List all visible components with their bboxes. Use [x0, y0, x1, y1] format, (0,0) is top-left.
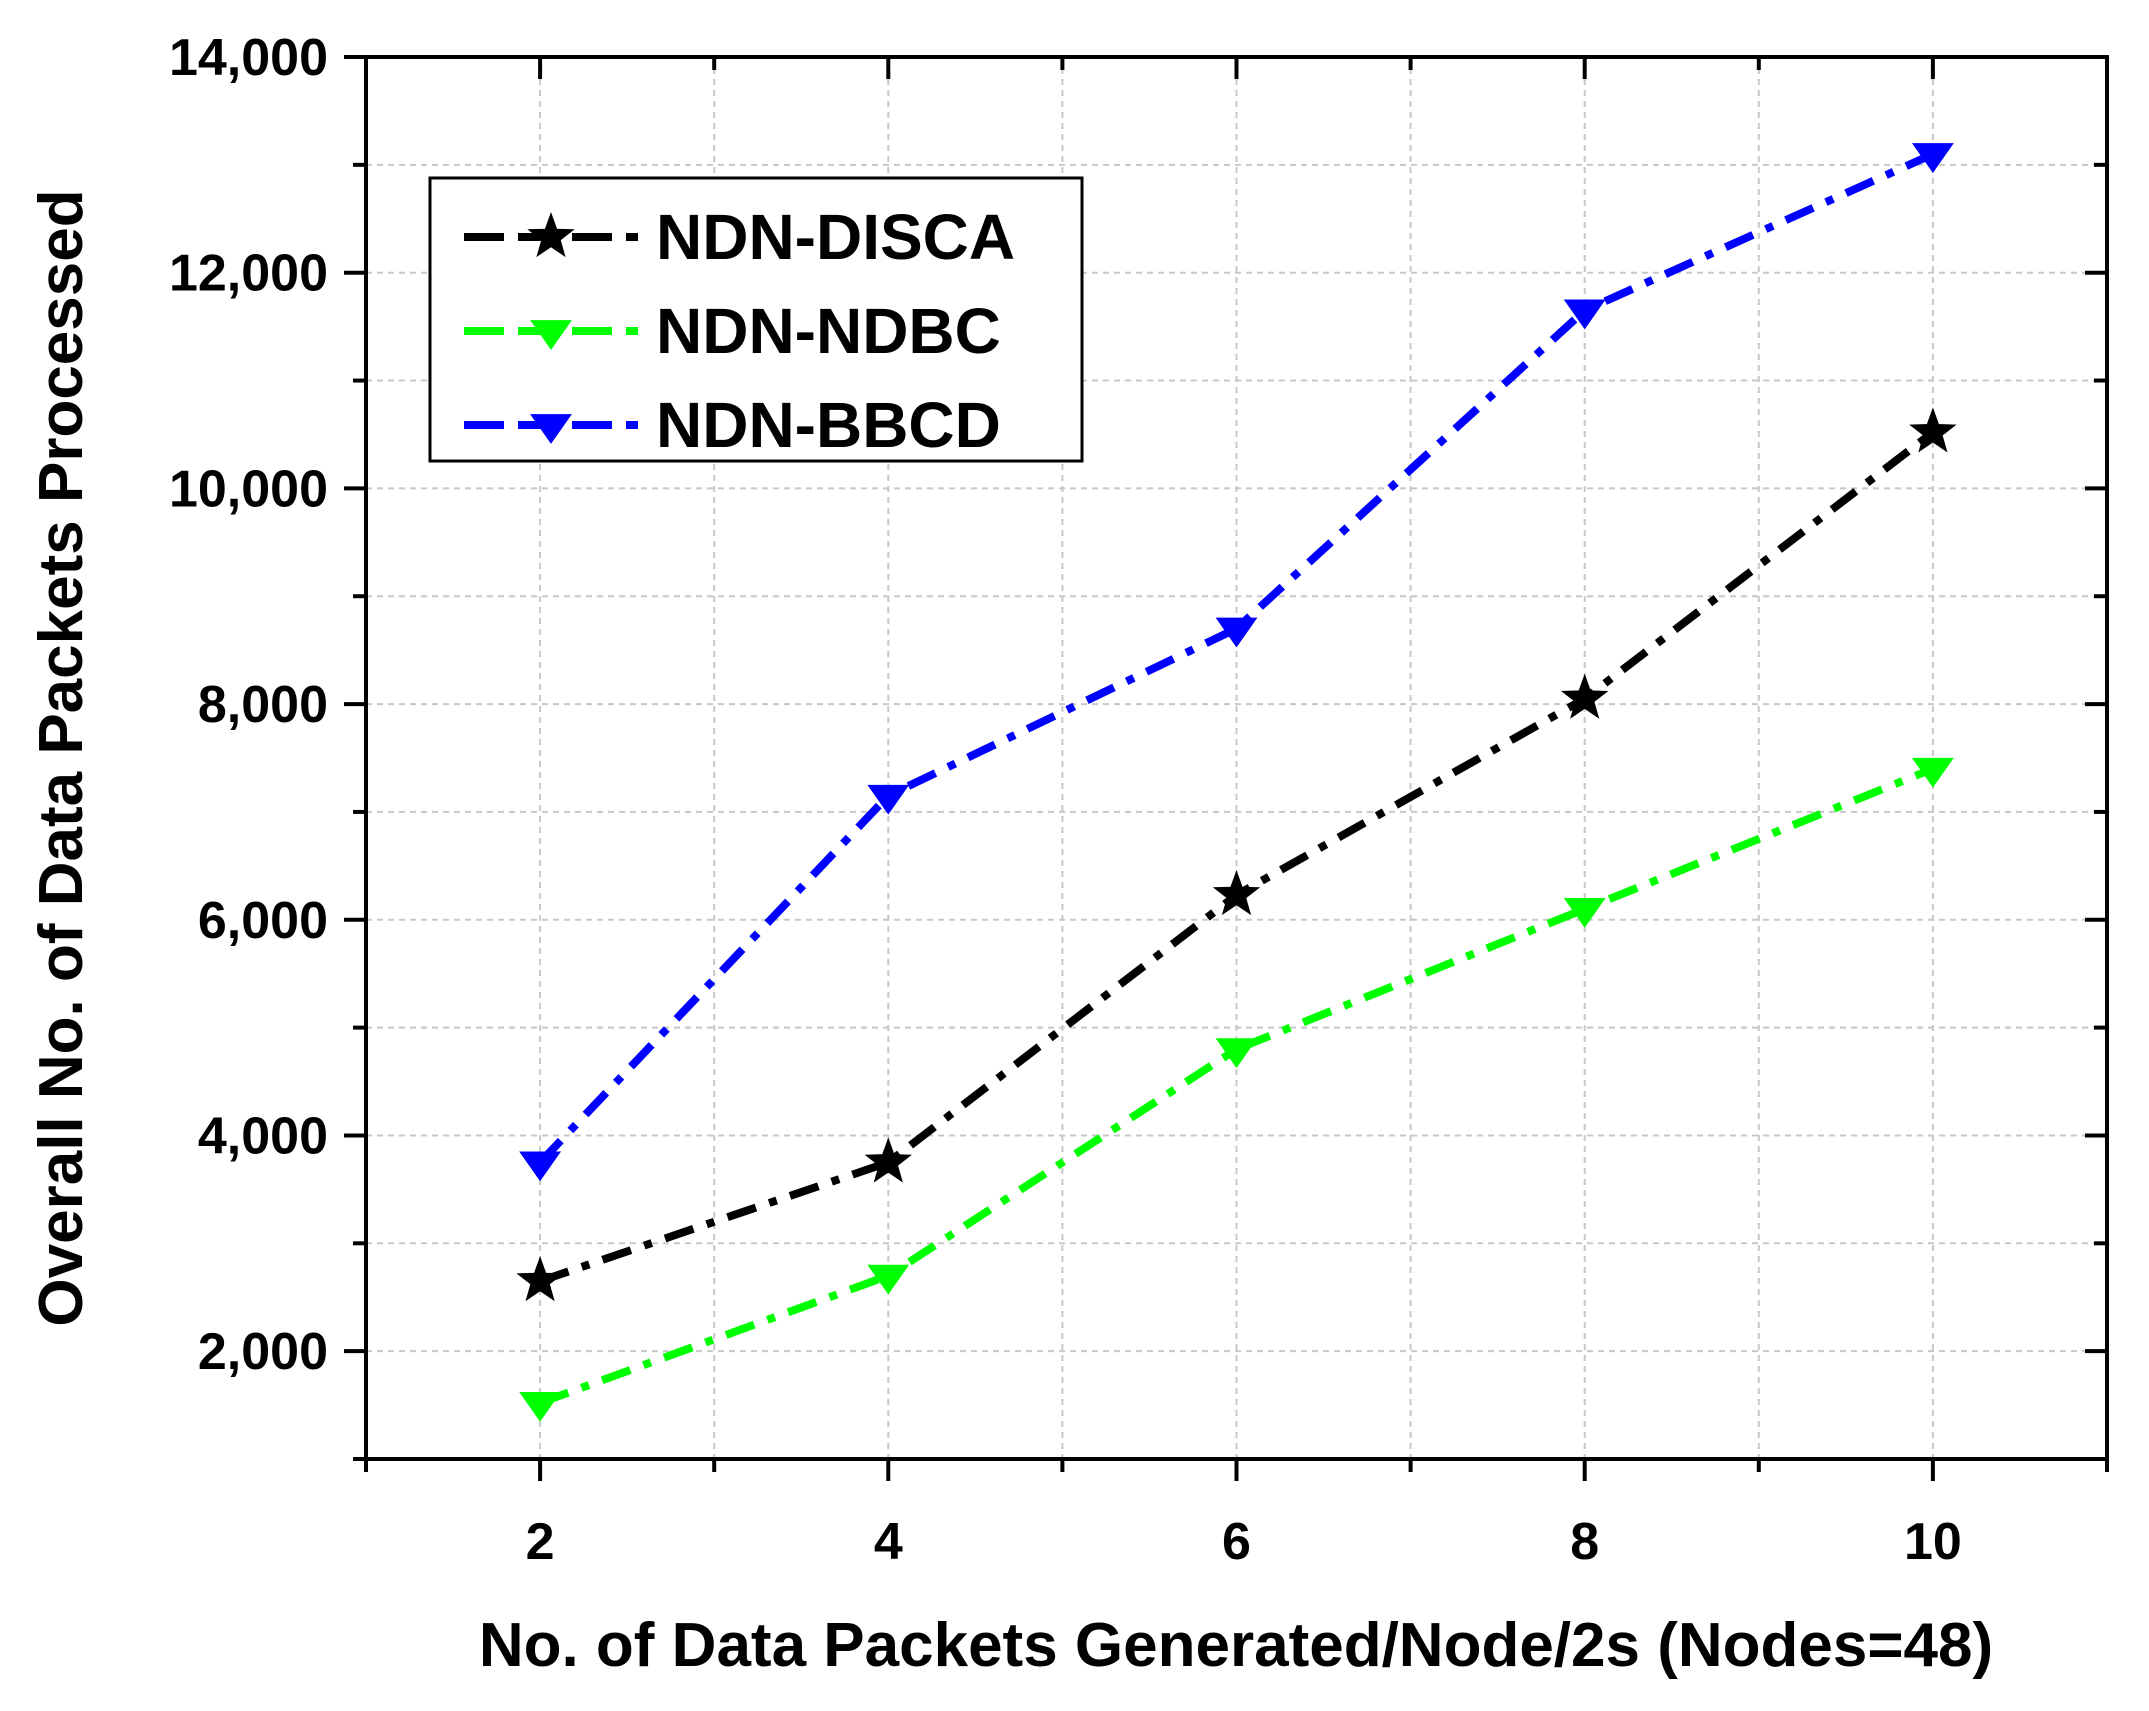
series-line-ndn-ndbc [538, 765, 1935, 1407]
data-point-ndn-disca [864, 1137, 912, 1183]
data-point-ndn-disca [1561, 673, 1609, 719]
data-point-ndn-bbcd [1215, 617, 1258, 648]
legend: NDN-DISCA NDN-NDBC NDN-BBCD [428, 176, 1084, 463]
data-point-ndn-ndbc [1563, 898, 1606, 928]
series-markers [516, 143, 1957, 1422]
data-point-ndn-bbcd [867, 784, 910, 815]
data-point-ndn-bbcd [1911, 143, 1954, 173]
x-tick-label: 2 [526, 1513, 555, 1571]
x-axis-title: No. of Data Packets Generated/Node/2s (N… [479, 1611, 1993, 1680]
legend-label-ndn-bbcd: NDN-BBCD [656, 389, 1001, 461]
x-tick-label: 8 [1570, 1513, 1599, 1571]
legend-label-ndn-ndbc: NDN-NDBC [656, 295, 1001, 367]
legend-marker-ndn-disca [527, 212, 575, 258]
y-tick-label: 8,000 [198, 676, 328, 734]
data-point-ndn-ndbc [867, 1264, 910, 1295]
data-point-ndn-bbcd [1563, 299, 1606, 330]
axis-tick-labels: 2 4 6 8 10 2,000 4,000 6,000 8,000 10,000 12,000 14… [169, 29, 1962, 1571]
legend-box [428, 176, 1084, 463]
axis-ticks [344, 55, 2109, 1481]
x-tick-label: 6 [1222, 1513, 1251, 1571]
legend-marker-ndn-ndbc [530, 320, 572, 350]
x-tick-label: 4 [874, 1513, 903, 1571]
y-tick-label: 2,000 [198, 1323, 328, 1381]
y-tick-label: 4,000 [198, 1107, 328, 1165]
data-point-ndn-ndbc [1215, 1038, 1258, 1069]
data-point-ndn-ndbc [1911, 757, 1954, 788]
series-line-ndn-bbcd [537, 150, 1935, 1166]
y-tick-label: 12,000 [169, 245, 328, 303]
data-point-ndn-disca [516, 1256, 564, 1302]
y-axis-title: Overall No. of Data Packets Processed [27, 189, 96, 1326]
data-point-ndn-ndbc [519, 1391, 562, 1422]
data-point-ndn-bbcd [519, 1151, 562, 1182]
legend-marker-ndn-bbcd [530, 414, 572, 444]
x-tick-label: 10 [1904, 1513, 1962, 1571]
data-point-ndn-disca [1909, 407, 1957, 453]
y-tick-label: 6,000 [198, 892, 328, 950]
y-tick-label: 14,000 [169, 29, 328, 87]
series-line-ndn-disca [538, 429, 1936, 1285]
legend-label-ndn-disca: NDN-DISCA [656, 201, 1015, 273]
data-point-ndn-disca [1212, 870, 1261, 916]
y-tick-label: 10,000 [169, 460, 328, 518]
